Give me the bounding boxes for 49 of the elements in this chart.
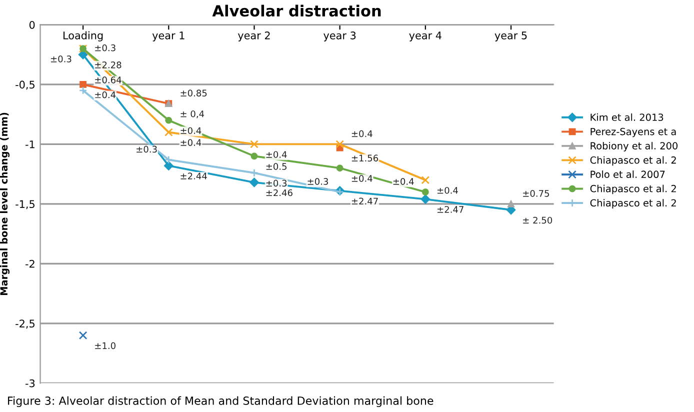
x-tick-label: year 1 [152, 32, 184, 42]
legend-label: Chiapasco et al. 2 [590, 184, 676, 194]
annotation: ±1.0 [95, 342, 116, 350]
annotation: ±2.47 [352, 198, 378, 204]
y-tick-label: -1,5 [16, 200, 34, 210]
annotation: ±1.56 [352, 154, 378, 162]
y-tick-label: -3 [26, 379, 35, 388]
legend-label: Robiony et al. 200 [590, 142, 678, 152]
chart-title: Alveolar distraction [212, 4, 381, 17]
annotation: ±2.46 [266, 189, 292, 196]
annotation: ±0.4 [180, 127, 202, 134]
legend-label: Kim et al. 2013 [590, 113, 664, 121]
annotation: ± 2.50 [523, 216, 552, 224]
annotation: ±0.85 [180, 90, 207, 96]
legend-label: Polo et al. 2007 [590, 170, 665, 178]
legend-label: Chiapasco et al. 2 [590, 156, 676, 166]
y-axis-title: Marginal bone level change (mm) [0, 112, 10, 295]
y-tick-label: -2 [26, 260, 34, 268]
annotation: ±0.3 [50, 56, 72, 62]
annotation: ±0.4 [95, 91, 116, 98]
annotation: ±0.4 [352, 130, 372, 138]
annotation: ±0.4 [393, 178, 414, 185]
x-tick-label: year 5 [494, 32, 527, 42]
annotation: ±0.3 [136, 146, 157, 153]
annotation: ±2.44 [180, 172, 207, 180]
annotation: ±2.28 [95, 61, 122, 68]
legend-label: Perez-Sayens et a [590, 128, 676, 138]
x-tick-label: Loading [64, 31, 103, 42]
y-tick-label: -1 [26, 140, 34, 148]
annotation: ±2.47 [437, 206, 464, 213]
annotation: ±0.4 [266, 151, 287, 158]
legend-label: Chiapasco et al. 2 [590, 199, 676, 208]
annotation: ± 0,4 [180, 110, 204, 118]
caption: Figure 3: Alveolar distraction of Mean and Standard Deviation marginal bone [8, 396, 434, 408]
annotation: ±0.4 [180, 139, 202, 146]
annotation: ±0.3 [266, 180, 287, 187]
annotation: ±0.4 [437, 186, 458, 194]
annotation: ±0.4 [352, 175, 372, 182]
y-tick-label: -0,5 [16, 80, 34, 90]
x-tick-label: year 4 [409, 32, 442, 42]
y-tick-label: -2,5 [16, 320, 34, 329]
annotation: ±0.3 [95, 44, 116, 52]
annotation: ±0.64 [95, 76, 122, 84]
x-tick-label: year 3 [324, 31, 356, 42]
x-tick-label: year 2 [238, 31, 270, 42]
y-tick-label: 0 [29, 20, 35, 29]
annotation: ±0.75 [523, 190, 550, 197]
annotation: ±0.5 [266, 163, 286, 170]
annotation: ±0.3 [308, 178, 328, 185]
